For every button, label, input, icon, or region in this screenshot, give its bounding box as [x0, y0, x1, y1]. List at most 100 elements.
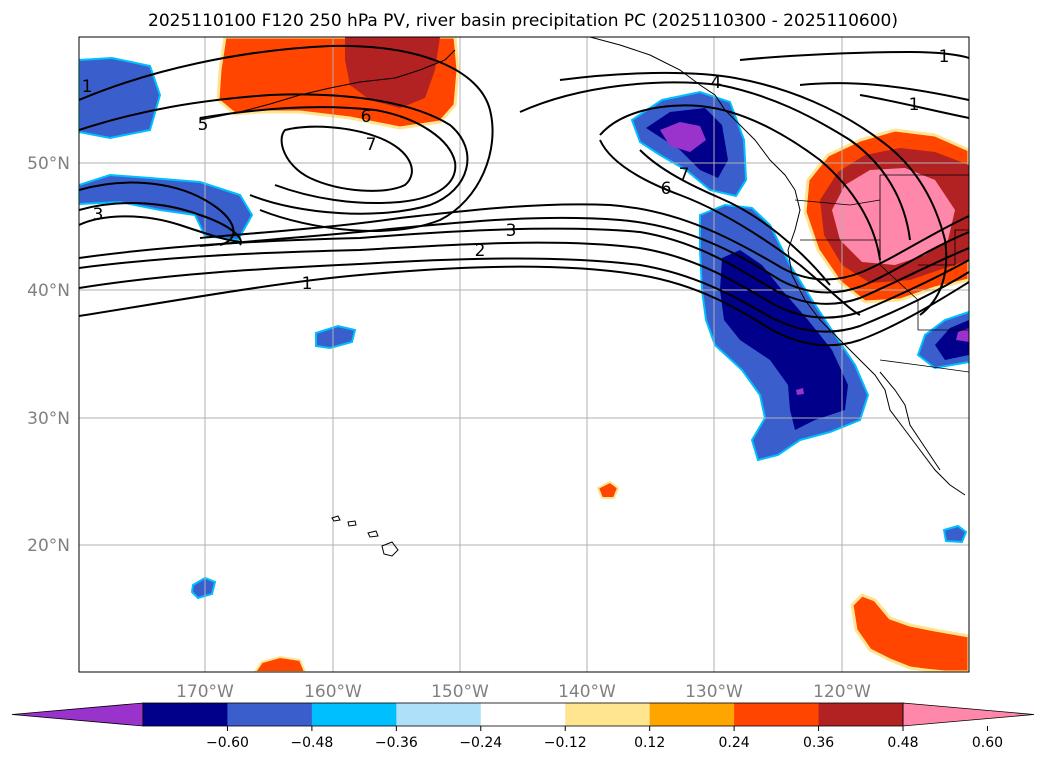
contour-trough-b — [599, 104, 881, 261]
colorbar: −0.60 −0.48 −0.36 −0.24 −0.12 0.12 0.24 0.36 0.4… — [11, 702, 1035, 751]
lat-label-20n: 20°N — [27, 536, 70, 556]
coastlines — [199, 37, 966, 557]
neg-area-offshore-min — [796, 388, 804, 395]
colorbar-tick-label: −0.12 — [544, 735, 587, 751]
contour-inner-ring-5 — [79, 181, 235, 246]
colorbar-segment — [480, 703, 566, 726]
colorbar-segment — [649, 703, 735, 726]
contour-label-2: 2 — [475, 241, 486, 261]
neg-area-east-37n-min — [956, 328, 969, 342]
hawaii-kauai — [331, 515, 341, 522]
lon-label-170w: 170°W — [176, 682, 234, 702]
latitude-labels: 50°N 40°N 30°N 20°N — [27, 154, 70, 556]
contour-trough-7 — [639, 149, 831, 286]
contour-ne-2 — [739, 50, 969, 61]
contour-label-1-ne: 1 — [909, 95, 920, 115]
contour-label-1-nw: 1 — [82, 77, 93, 97]
colorbar-segment — [734, 703, 820, 726]
hawaii-oahu — [347, 520, 357, 527]
colorbar-segment — [565, 703, 651, 726]
neg-area-east-20n — [942, 524, 968, 544]
colorbar-extend-low — [11, 702, 144, 727]
hawaii-big-island — [381, 541, 399, 557]
contour-label-3-west: 3 — [93, 205, 104, 225]
contour-ridge-outer — [79, 44, 494, 232]
colorbar-tick-label: 0.60 — [972, 735, 1003, 751]
neg-area-gulf-alaska-min — [660, 122, 706, 152]
pos-area-pnw-max — [832, 168, 955, 265]
colorbar-tick-label: −0.36 — [375, 735, 418, 751]
contour-trough-6 — [599, 139, 861, 316]
contour-left-a — [79, 202, 242, 246]
colorbar-tick-label: 0.24 — [719, 735, 750, 751]
colorbar-segment — [396, 703, 482, 726]
coast-alaska-peninsula — [394, 49, 456, 79]
coast-alaska — [589, 37, 796, 191]
coast-baja — [879, 371, 941, 471]
contour-2 — [79, 241, 969, 319]
lat-label-50n: 50°N — [27, 154, 70, 174]
pv-contours — [79, 44, 969, 347]
contour-label-6: 6 — [661, 179, 672, 199]
contour-1-south — [79, 265, 969, 347]
coast-west-us — [787, 189, 966, 496]
colorbar-tick-label: −0.60 — [206, 735, 249, 751]
colorbar-frame — [142, 702, 904, 727]
contour-label-6-ridge: 6 — [361, 107, 372, 127]
colorbar-segment — [818, 703, 904, 726]
contour-label-1: 1 — [302, 274, 313, 294]
border-wa-or — [794, 199, 881, 206]
colorbar-tick-label: −0.24 — [459, 735, 502, 751]
contour-3-b — [199, 216, 969, 294]
contour-trough-a — [519, 81, 911, 241]
contour-3-c — [199, 203, 969, 281]
hawaii-maui — [367, 530, 379, 538]
lat-label-30n: 30°N — [27, 409, 70, 429]
contour-label-5: 5 — [198, 115, 209, 135]
contour-ne-1 — [859, 94, 969, 119]
lat-label-40n: 40°N — [27, 281, 70, 301]
neg-area-160w — [315, 324, 357, 350]
lon-label-130w: 130°W — [685, 682, 743, 702]
neg-area-w-band — [79, 173, 254, 242]
contour-3-band — [79, 227, 969, 305]
contour-ridge-6 — [199, 106, 457, 205]
contour-label-3: 3 — [506, 221, 517, 241]
colorbar-extend-high — [902, 702, 1035, 727]
lon-label-150w: 150°W — [431, 682, 489, 702]
lon-label-160w: 160°W — [304, 682, 362, 702]
figure-title: 2025110100 F120 250 hPa PV, river basin … — [148, 11, 898, 31]
pos-area-24n — [596, 480, 620, 499]
colorbar-segment — [311, 703, 397, 726]
colorbar-tick-label: 0.48 — [887, 735, 918, 751]
border-nv-ut — [918, 229, 969, 266]
precip-negative-areas — [79, 56, 969, 600]
contour-trough-4 — [559, 71, 948, 316]
lon-label-140w: 140°W — [558, 682, 616, 702]
lon-label-120w: 120°W — [813, 682, 871, 702]
state-borders — [794, 174, 969, 373]
colorbar-tick-label: 0.36 — [803, 735, 834, 751]
contour-ridge-mid — [79, 93, 469, 215]
colorbar-segment — [227, 703, 313, 726]
coast-aleutian — [199, 77, 396, 121]
contour-label-4: 4 — [711, 73, 722, 93]
gridlines — [79, 37, 969, 672]
contour-label-1-top: 1 — [939, 47, 950, 67]
longitude-labels: 170°W 160°W 150°W 140°W 130°W 120°W — [176, 682, 871, 702]
colorbar-tick-label: −0.48 — [290, 735, 333, 751]
border-us-mex — [879, 359, 969, 373]
contour-label-7: 7 — [679, 165, 690, 185]
contour-label-7-ridge: 7 — [366, 135, 377, 155]
colorbar-segment — [143, 703, 228, 726]
contour-1 — [79, 257, 969, 333]
colorbar-tick-label: 0.12 — [634, 735, 665, 751]
contour-ne-3 — [799, 82, 969, 101]
map-panel: 1 2 3 6 7 4 1 3 5 6 7 1 1 — [79, 37, 969, 672]
contour-ridge-7 — [280, 125, 413, 192]
pos-area-bottom-left — [253, 655, 307, 672]
map-frame — [78, 36, 970, 673]
pos-area-bottom-right — [850, 593, 969, 672]
contour-labels: 1 2 3 6 7 4 1 3 5 6 7 1 1 — [82, 47, 950, 294]
